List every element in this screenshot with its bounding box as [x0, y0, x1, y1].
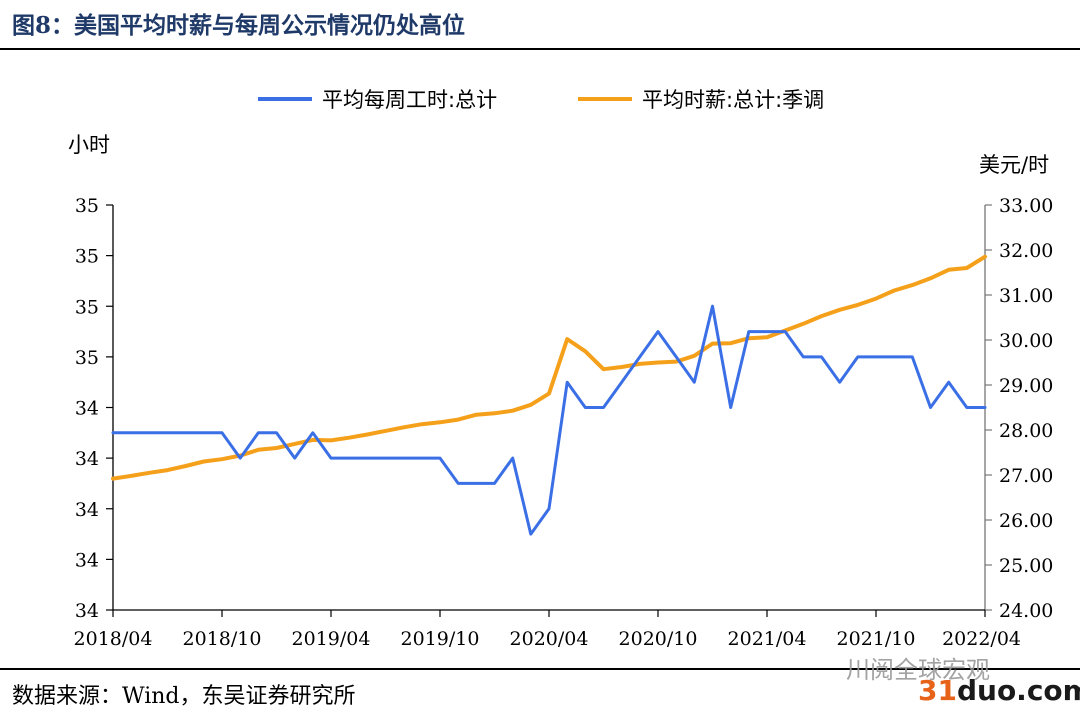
x-tick-label: 2018/04: [74, 628, 153, 650]
right-tick-label: 31.00: [999, 285, 1053, 307]
watermark-site: 31duo.com: [918, 674, 1080, 707]
watermark-text: 川阅全球宏观: [846, 656, 990, 684]
left-tick-label: 35: [75, 347, 99, 369]
watermark-site-accent: 31: [918, 674, 957, 707]
left-tick-label: 35: [75, 296, 99, 318]
left-tick-label: 35: [75, 246, 99, 268]
x-tick-label: 2020/10: [619, 628, 698, 650]
left-axis-unit: 小时: [68, 133, 110, 157]
header-bar: 图8：美国平均时薪与每周公示情况仍处高位: [0, 0, 1080, 50]
right-tick-label: 30.00: [999, 330, 1053, 352]
x-tick-label: 2019/04: [292, 628, 371, 650]
left-tick-label: 34: [75, 398, 99, 420]
left-tick-label: 34: [75, 499, 99, 521]
footer-divider: [0, 668, 1080, 670]
right-tick-label: 33.00: [999, 195, 1053, 217]
series-line-weekly-hours: [111, 304, 987, 536]
x-tick-label: 2021/04: [728, 628, 807, 650]
legend-label-wage: 平均时薪:总计:季调: [642, 88, 824, 112]
watermark-site-rest: duo.com: [956, 674, 1080, 707]
right-tick-label: 25.00: [999, 555, 1053, 577]
x-tick-label: 2021/10: [837, 628, 916, 650]
left-tick-label: 34: [75, 549, 99, 571]
line-chart: 平均每周工时:总计 平均时薪:总计:季调 小时 美元/时 34343434343…: [68, 88, 1054, 650]
legend-label-hours: 平均每周工时:总计: [322, 88, 497, 112]
left-tick-label: 34: [75, 448, 99, 470]
right-tick-label: 29.00: [999, 375, 1053, 397]
x-tick-label: 2022/04: [942, 628, 1021, 650]
source-note: 数据来源：Wind，东吴证券研究所: [12, 684, 356, 709]
legend: 平均每周工时:总计 平均时薪:总计:季调: [258, 88, 824, 112]
right-axis-unit: 美元/时: [979, 153, 1049, 177]
right-tick-label: 24.00: [999, 600, 1053, 622]
right-tick-label: 26.00: [999, 510, 1053, 532]
right-tick-label: 27.00: [999, 465, 1053, 487]
series-layer: [111, 254, 987, 536]
right-tick-label: 32.00: [999, 240, 1053, 262]
left-tick-label: 35: [75, 195, 99, 217]
series-line-hourly-wage: [111, 254, 987, 481]
left-tick-label: 34: [75, 600, 99, 622]
axes: 34 34 34 34 34 35 35 35 35 24.00 25.00 26.00 27.00 28…: [74, 195, 1054, 650]
x-tick-label: 2018/10: [183, 628, 262, 650]
x-tick-label: 2020/04: [510, 628, 589, 650]
x-tick-label: 2019/10: [401, 628, 480, 650]
figure-title: 图8：美国平均时薪与每周公示情况仍处高位: [12, 12, 466, 39]
right-tick-label: 28.00: [999, 420, 1053, 442]
